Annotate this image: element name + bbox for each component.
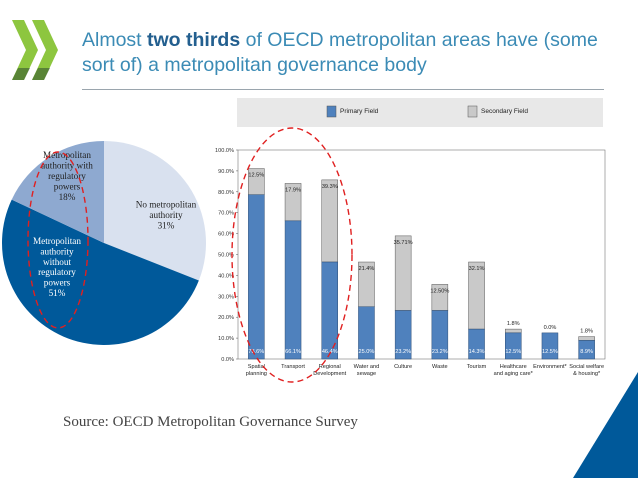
- pie-slice-label: Metropolitan authority without regulatory po…: [33, 236, 81, 298]
- governance-pie-chart: No metropolitan authority 31% Metropolitan a…: [2, 141, 207, 345]
- category-label: Transport: [281, 364, 305, 370]
- pie-slice: [104, 141, 207, 281]
- bar-secondary: [321, 179, 338, 263]
- data-label-secondary: 39.3%: [322, 184, 338, 190]
- data-label-primary: 23.2%: [395, 349, 411, 355]
- data-label-primary: 12.5%: [505, 349, 521, 355]
- y-tick-label: 20.0%: [218, 315, 234, 321]
- data-label-secondary: 0.0%: [544, 325, 557, 331]
- y-tick-label: 90.0%: [218, 169, 234, 175]
- data-label-primary: 14.3%: [469, 349, 485, 355]
- bar-primary: [541, 332, 559, 360]
- y-tick-label: 40.0%: [218, 273, 234, 279]
- category-label: Environment*: [533, 364, 567, 370]
- fields-bar-chart: Primary Field Secondary Field 0.0% 10.0% 20.…: [215, 98, 606, 383]
- bar-primary: [578, 340, 595, 360]
- data-label-secondary: 1.8%: [507, 321, 520, 327]
- data-label-secondary: 12.50%: [430, 288, 449, 294]
- data-label-primary: 25.0%: [359, 349, 375, 355]
- data-label-primary: 78.6%: [248, 349, 264, 355]
- y-tick-label: 100.0%: [215, 148, 234, 154]
- category-label: Waste: [432, 364, 448, 370]
- category-label: Culture: [394, 364, 412, 370]
- category-label: Spatial planning: [246, 364, 267, 377]
- legend-box: [237, 98, 603, 127]
- data-label-primary: 8.9%: [580, 349, 593, 355]
- data-label-secondary: 32.1%: [469, 266, 485, 272]
- data-label-primary: 46.4%: [322, 349, 338, 355]
- y-tick-label: 50.0%: [218, 253, 234, 259]
- pie-slice-label: No metropolitan authority 31%: [136, 200, 197, 231]
- bar-secondary: [578, 336, 595, 341]
- data-label-secondary: 12.5%: [248, 173, 264, 179]
- y-tick-label: 30.0%: [218, 294, 234, 300]
- legend-label: Primary Field: [340, 108, 379, 115]
- data-label-secondary: 17.9%: [285, 187, 301, 193]
- slide-title: Almost two thirds of OECD metropolitan a…: [82, 29, 598, 76]
- oecd-logo-icon: [12, 20, 58, 80]
- category-label: Social welfare & housing*: [569, 364, 604, 377]
- title-emphasis: two thirds: [147, 29, 241, 51]
- legend-swatch: [326, 105, 337, 118]
- data-label-primary: 66.1%: [285, 349, 301, 355]
- y-tick-label: 60.0%: [218, 232, 234, 238]
- y-tick-label: 70.0%: [218, 211, 234, 217]
- corner-decoration: [573, 372, 638, 478]
- bar-primary: [248, 194, 265, 360]
- category-label: Tourism: [467, 364, 487, 370]
- source-note: Source: OECD Metropolitan Governance Sur…: [63, 414, 358, 430]
- data-label-secondary: 21.4%: [359, 266, 375, 272]
- bar-highlight-ellipse: [231, 127, 353, 383]
- bar-primary: [505, 332, 522, 360]
- y-tick-label: 10.0%: [218, 336, 234, 342]
- pie-highlight-ellipse: [27, 151, 89, 329]
- legend-label: Secondary Field: [481, 108, 528, 115]
- bar-primary: [284, 220, 302, 360]
- bar-secondary: [468, 261, 485, 330]
- pie-slice: [11, 141, 104, 243]
- data-label-secondary: 1.8%: [580, 329, 593, 335]
- bar-primary: [358, 306, 375, 360]
- category-label: Water and sewage: [354, 364, 380, 377]
- data-label-primary: 12.5%: [542, 349, 558, 355]
- data-label-primary: 23.2%: [432, 349, 448, 355]
- bar-primary: [431, 310, 449, 360]
- bar-primary: [468, 328, 485, 360]
- bar-secondary: [505, 328, 522, 334]
- y-tick-label: 80.0%: [218, 190, 234, 196]
- legend-swatch: [467, 105, 478, 118]
- category-label: Regional Development: [313, 364, 346, 377]
- pie-slice-label: Metropolitan authority with regulatory powe…: [41, 150, 93, 202]
- y-tick-label: 0.0%: [221, 357, 234, 363]
- bar-secondary: [394, 235, 412, 311]
- pie-slice: [2, 199, 199, 345]
- category-label: Healthcare and aging care*: [494, 364, 534, 377]
- title-divider: [82, 89, 604, 90]
- bar-primary: [394, 310, 412, 360]
- data-label-secondary: 35.71%: [394, 240, 413, 246]
- bar-primary: [321, 261, 338, 360]
